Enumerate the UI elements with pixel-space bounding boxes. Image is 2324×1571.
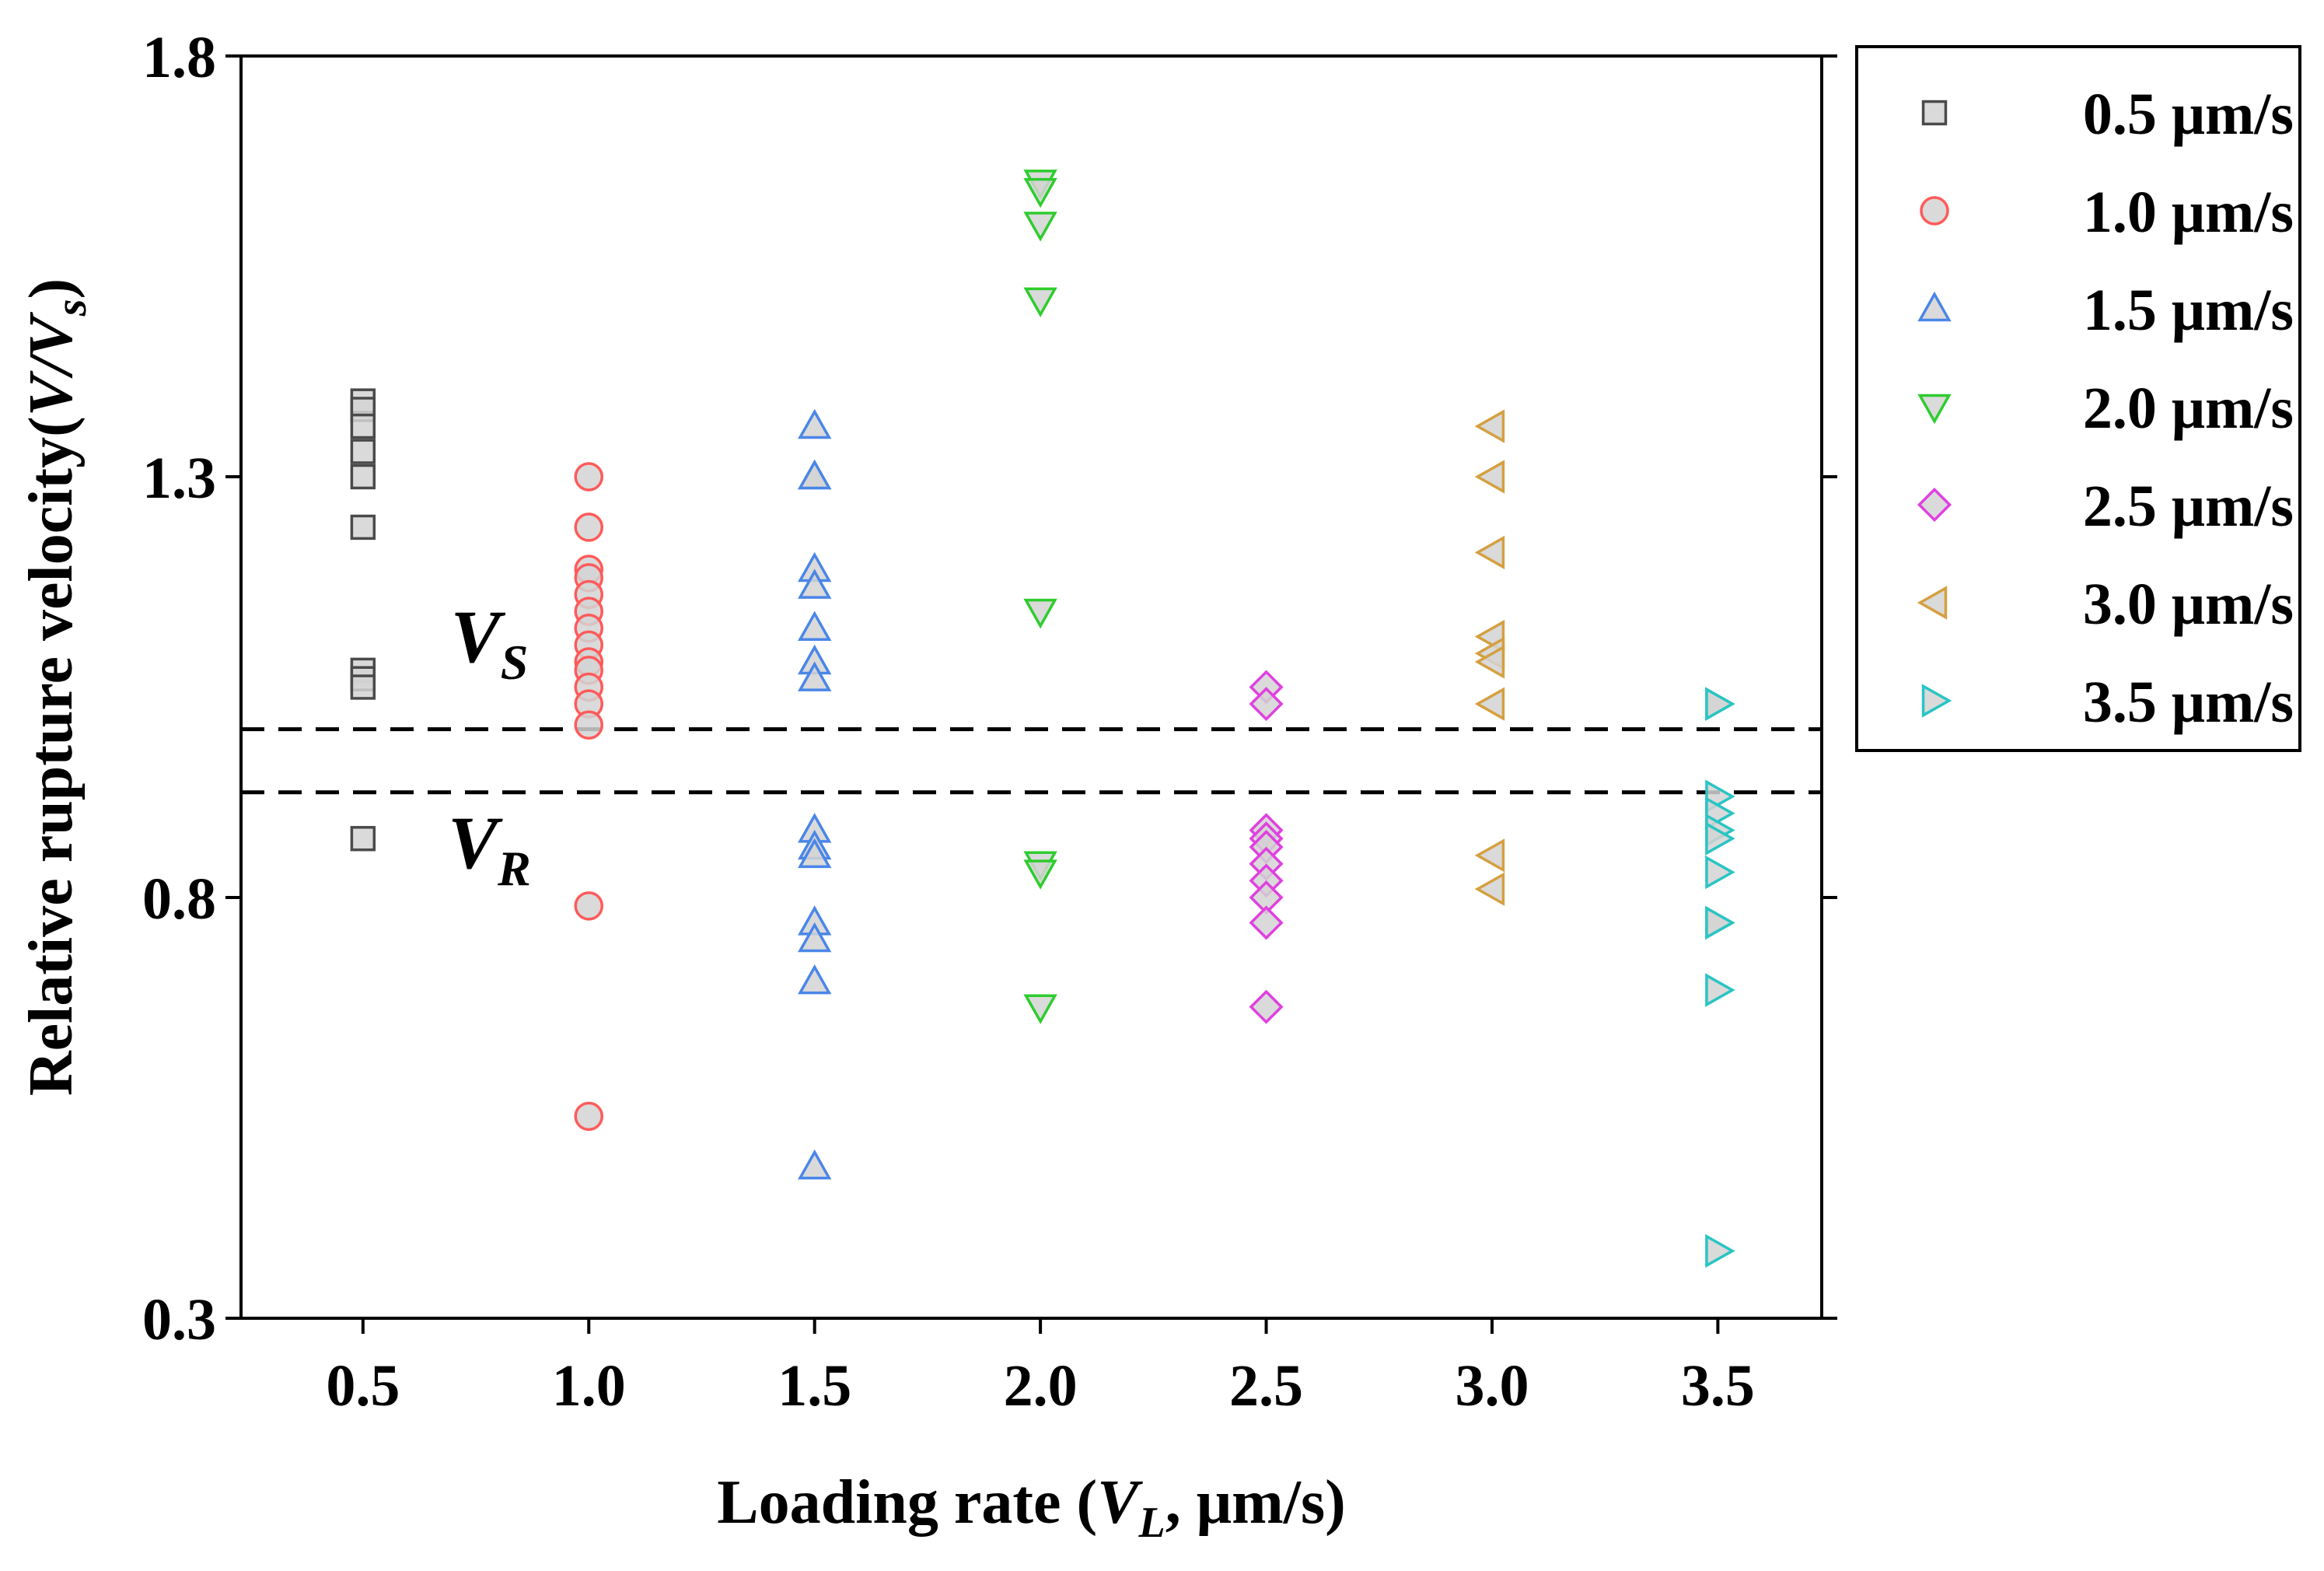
x-tick-label: 1.5 — [778, 1353, 851, 1419]
data-point — [1474, 645, 1505, 679]
ref-label-v-r: VR — [448, 801, 531, 896]
data-point — [797, 611, 832, 641]
data-point — [1249, 687, 1284, 722]
x-tick-label: 2.0 — [1004, 1353, 1078, 1419]
y-axis-label: Relative rupture velocity(V/Vs) — [17, 278, 96, 1096]
legend-marker — [1917, 487, 1952, 523]
data-point — [574, 462, 604, 492]
legend-label: 1.0 μm/s — [2083, 180, 2294, 245]
reference-lines — [241, 727, 1822, 795]
data-point — [1474, 872, 1505, 906]
legend-marker — [1917, 394, 1952, 425]
legend-label: 3.0 μm/s — [2083, 572, 2294, 637]
data-point — [350, 413, 376, 439]
series-2-5 — [1249, 670, 1284, 1024]
ref-label-v-s: VS — [451, 595, 529, 690]
data-point — [797, 459, 832, 490]
data-point — [1474, 838, 1505, 873]
data-point — [350, 464, 376, 490]
legend-label: 1.5 μm/s — [2083, 278, 2294, 343]
data-point — [1023, 287, 1057, 318]
data-point — [797, 1149, 832, 1180]
data-point — [574, 1101, 604, 1132]
data-point — [1705, 973, 1735, 1007]
legend-marker — [1920, 196, 1949, 226]
data-point — [1474, 687, 1505, 721]
data-point — [350, 674, 376, 700]
data-point — [574, 710, 604, 740]
data-point — [1474, 409, 1505, 443]
y-tick-label: 1.3 — [142, 446, 216, 511]
data-point — [1705, 821, 1735, 855]
x-tick-label: 3.5 — [1681, 1353, 1755, 1419]
axes: 0.3 0.8 1.3 1.8 0.5 1.0 1.5 2.0 2.5 3.0 3.5 Loading… — [17, 25, 1837, 1547]
data-point — [1023, 994, 1057, 1024]
data-point — [1474, 460, 1505, 494]
y-tick-label: 1.8 — [142, 25, 216, 90]
x-tick-label: 1.0 — [552, 1353, 626, 1419]
legend-label: 2.5 μm/s — [2083, 474, 2294, 539]
legend: 0.5 μm/s 1.0 μm/s 1.5 μm/s 2.0 μm/s 2.5 μm/s… — [1855, 45, 2301, 752]
series-3-0 — [1474, 409, 1505, 906]
legend-marker — [1917, 291, 1952, 322]
data-point — [797, 661, 832, 691]
legend-marker — [1921, 100, 1948, 126]
legend-marker — [1917, 586, 1948, 620]
data-point — [1474, 535, 1505, 570]
series-1-0 — [574, 462, 604, 1132]
x-tick-label: 3.0 — [1455, 1353, 1529, 1419]
data-point — [797, 964, 832, 995]
data-point — [797, 838, 832, 869]
legend-marker — [1921, 684, 1952, 718]
y-tick-label: 0.3 — [142, 1287, 216, 1352]
data-point — [1249, 905, 1284, 940]
x-axis-label: Loading rate (VL, μm/s) — [717, 1468, 1345, 1547]
legend-label: 0.5 μm/s — [2083, 82, 2294, 147]
series-2-0 — [1023, 170, 1057, 1024]
data-point — [1705, 905, 1735, 940]
data-points — [350, 170, 1735, 1268]
data-point — [1023, 598, 1057, 629]
data-point — [797, 922, 832, 953]
reference-labels: VS VR — [448, 595, 531, 896]
data-point — [797, 569, 832, 599]
x-tick-label: 0.5 — [326, 1353, 400, 1419]
data-point — [1023, 212, 1057, 242]
legend-label: 2.0 μm/s — [2083, 376, 2294, 441]
x-tick-label: 2.5 — [1229, 1353, 1303, 1419]
legend-label: 3.5 μm/s — [2083, 670, 2294, 735]
data-point — [574, 513, 604, 542]
series-0-5 — [350, 388, 376, 852]
data-point — [1023, 177, 1057, 208]
data-point — [1023, 859, 1057, 890]
data-point — [574, 891, 604, 921]
data-point — [797, 408, 832, 439]
plot-frame — [239, 54, 1823, 1320]
y-tick-label: 0.8 — [142, 866, 216, 932]
data-point — [350, 439, 376, 464]
data-point — [1705, 855, 1735, 890]
series-3-5 — [1705, 687, 1735, 1268]
data-point — [1705, 687, 1735, 721]
data-point — [350, 826, 376, 852]
series-1-5 — [797, 408, 832, 1180]
data-point — [1705, 1233, 1735, 1268]
data-point — [350, 514, 376, 541]
data-point — [1249, 989, 1284, 1024]
